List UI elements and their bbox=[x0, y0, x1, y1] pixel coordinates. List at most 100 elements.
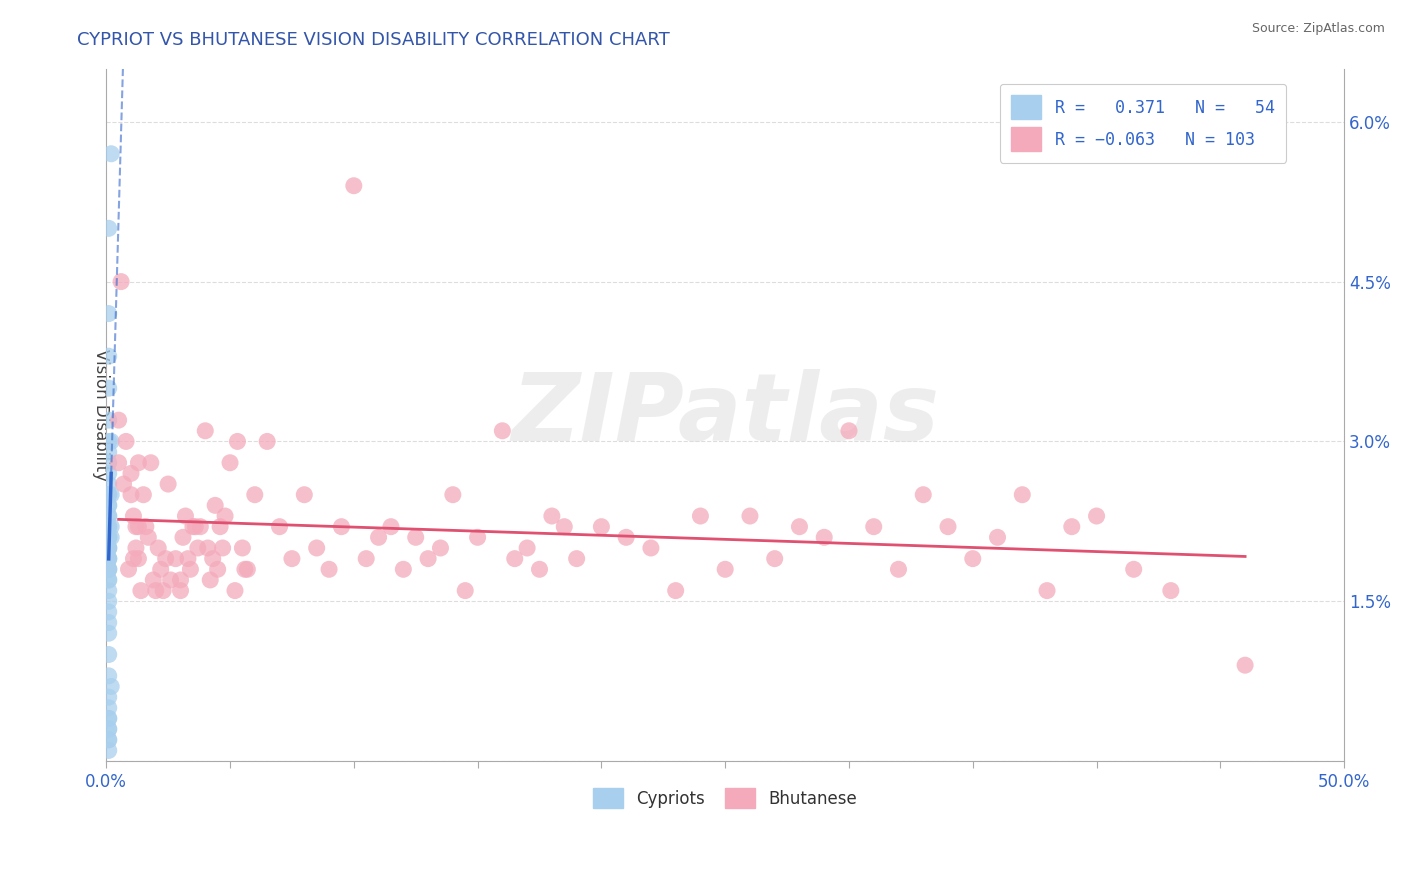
Point bbox=[467, 530, 489, 544]
Point bbox=[565, 551, 588, 566]
Point bbox=[159, 573, 181, 587]
Point bbox=[986, 530, 1008, 544]
Point bbox=[127, 456, 149, 470]
Point bbox=[269, 519, 291, 533]
Point bbox=[97, 467, 120, 481]
Point bbox=[207, 562, 229, 576]
Point bbox=[97, 722, 120, 736]
Point bbox=[665, 583, 688, 598]
Point bbox=[179, 562, 201, 576]
Point bbox=[405, 530, 427, 544]
Point bbox=[209, 519, 232, 533]
Point bbox=[1085, 508, 1108, 523]
Point bbox=[135, 519, 157, 533]
Point bbox=[97, 530, 120, 544]
Point bbox=[838, 424, 860, 438]
Text: ZIPatlas: ZIPatlas bbox=[512, 368, 939, 461]
Point bbox=[97, 573, 120, 587]
Point bbox=[97, 648, 120, 662]
Point bbox=[97, 562, 120, 576]
Point bbox=[281, 551, 304, 566]
Point bbox=[97, 583, 120, 598]
Legend: Cypriots, Bhutanese: Cypriots, Bhutanese bbox=[586, 781, 863, 815]
Point bbox=[97, 499, 120, 513]
Point bbox=[97, 743, 120, 757]
Point bbox=[120, 488, 142, 502]
Point bbox=[97, 711, 120, 725]
Point bbox=[529, 562, 551, 576]
Point bbox=[177, 551, 200, 566]
Point bbox=[132, 488, 155, 502]
Point bbox=[305, 541, 328, 555]
Point bbox=[97, 477, 120, 491]
Point bbox=[97, 530, 120, 544]
Point bbox=[136, 530, 159, 544]
Point bbox=[97, 488, 120, 502]
Point bbox=[97, 349, 120, 363]
Point bbox=[97, 488, 120, 502]
Point bbox=[614, 530, 637, 544]
Point bbox=[256, 434, 278, 449]
Text: CYPRIOT VS BHUTANESE VISION DISABILITY CORRELATION CHART: CYPRIOT VS BHUTANESE VISION DISABILITY C… bbox=[77, 31, 671, 49]
Point bbox=[236, 562, 259, 576]
Point bbox=[441, 488, 464, 502]
Point bbox=[184, 519, 207, 533]
Point bbox=[100, 519, 122, 533]
Point bbox=[122, 508, 145, 523]
Point bbox=[200, 573, 222, 587]
Point bbox=[97, 499, 120, 513]
Point bbox=[97, 594, 120, 608]
Point bbox=[97, 722, 120, 736]
Point bbox=[194, 424, 217, 438]
Point bbox=[429, 541, 451, 555]
Point bbox=[97, 508, 120, 523]
Point bbox=[97, 615, 120, 630]
Point bbox=[100, 680, 122, 694]
Point bbox=[187, 541, 209, 555]
Point bbox=[157, 477, 180, 491]
Point bbox=[169, 583, 191, 598]
Point bbox=[100, 488, 122, 502]
Point bbox=[380, 519, 402, 533]
Point bbox=[97, 690, 120, 705]
Point bbox=[491, 424, 513, 438]
Point bbox=[100, 434, 122, 449]
Point bbox=[152, 583, 174, 598]
Y-axis label: Vision Disability: Vision Disability bbox=[93, 349, 110, 481]
Point bbox=[97, 445, 120, 459]
Point bbox=[318, 562, 340, 576]
Point bbox=[97, 732, 120, 747]
Point bbox=[201, 551, 224, 566]
Point bbox=[165, 551, 187, 566]
Point bbox=[97, 530, 120, 544]
Point bbox=[224, 583, 246, 598]
Point bbox=[97, 562, 120, 576]
Point bbox=[1036, 583, 1059, 598]
Point bbox=[97, 413, 120, 427]
Point bbox=[125, 519, 148, 533]
Point bbox=[789, 519, 811, 533]
Point bbox=[127, 551, 149, 566]
Point bbox=[97, 701, 120, 715]
Point bbox=[125, 541, 148, 555]
Point bbox=[416, 551, 439, 566]
Point bbox=[174, 508, 197, 523]
Point bbox=[343, 178, 366, 193]
Point bbox=[1122, 562, 1144, 576]
Point bbox=[139, 456, 162, 470]
Point bbox=[936, 519, 959, 533]
Point bbox=[97, 732, 120, 747]
Point bbox=[97, 711, 120, 725]
Point bbox=[714, 562, 737, 576]
Point bbox=[503, 551, 526, 566]
Point bbox=[1234, 658, 1257, 673]
Point bbox=[149, 562, 172, 576]
Point bbox=[97, 519, 120, 533]
Text: Source: ZipAtlas.com: Source: ZipAtlas.com bbox=[1251, 22, 1385, 36]
Point bbox=[100, 146, 122, 161]
Point bbox=[541, 508, 564, 523]
Point bbox=[887, 562, 910, 576]
Point bbox=[97, 669, 120, 683]
Point bbox=[292, 488, 315, 502]
Point bbox=[214, 508, 236, 523]
